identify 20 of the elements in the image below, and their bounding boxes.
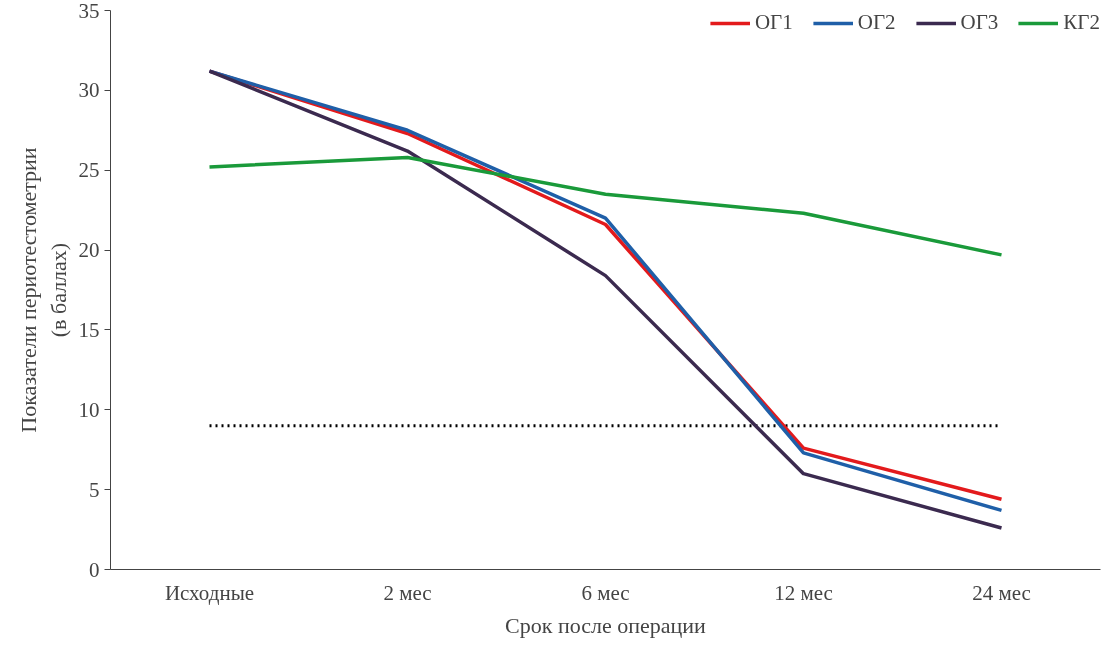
y-tick-label: 15 — [78, 317, 100, 342]
x-tick-label: Исходные — [164, 580, 255, 605]
legend-label: ОГ3 — [960, 10, 999, 35]
x-axis-title: Срок после операции — [505, 612, 707, 638]
y-tick-label: 0 — [89, 557, 100, 582]
x-tick-label: 2 мес — [383, 580, 432, 605]
y-tick-label: 30 — [78, 78, 100, 103]
y-tick-label: 25 — [78, 158, 100, 183]
x-tick-label: 24 мес — [972, 580, 1031, 605]
x-tick-label: 6 мес — [581, 580, 630, 605]
y-tick-label: 5 — [89, 477, 100, 502]
y-tick-label: 10 — [78, 397, 100, 422]
y-axis-title: Показатели периотестометрии (в баллах) — [15, 147, 71, 433]
legend-label: КГ2 — [1063, 10, 1100, 35]
y-tick-label: 20 — [78, 238, 100, 263]
y-tick-label: 35 — [78, 0, 100, 23]
x-tick-label: 12 мес — [774, 580, 833, 605]
line-series — [207, 155, 1004, 257]
legend-label: ОГ1 — [754, 10, 793, 35]
legend-label: ОГ2 — [857, 10, 896, 35]
